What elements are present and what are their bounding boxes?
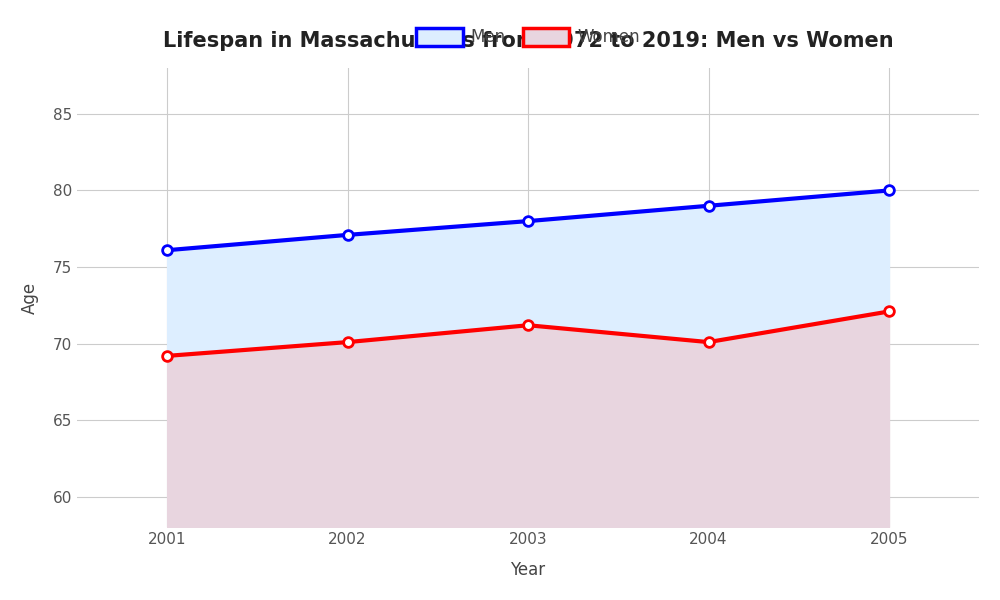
Legend: Men, Women: Men, Women [409,21,647,53]
Title: Lifespan in Massachusetts from 1972 to 2019: Men vs Women: Lifespan in Massachusetts from 1972 to 2… [163,31,893,51]
Y-axis label: Age: Age [21,281,39,314]
X-axis label: Year: Year [511,561,546,579]
